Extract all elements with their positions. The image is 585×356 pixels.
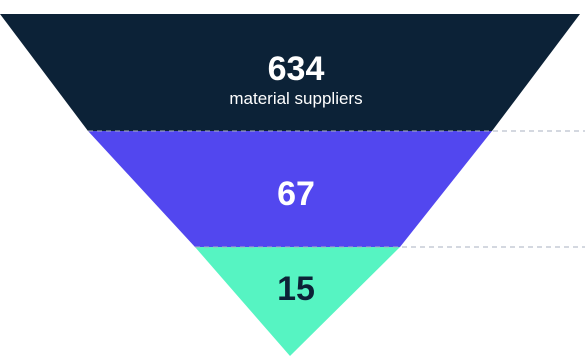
funnel-stage-2 [88, 131, 492, 247]
funnel-stage-1 [0, 14, 580, 131]
stage-3-value: 15 [277, 270, 315, 308]
stage-1-value: 634 [268, 50, 325, 88]
stage-1-caption: material suppliers [229, 89, 362, 108]
stage-2-value: 67 [277, 175, 315, 213]
funnel-stage-3 [195, 247, 400, 356]
